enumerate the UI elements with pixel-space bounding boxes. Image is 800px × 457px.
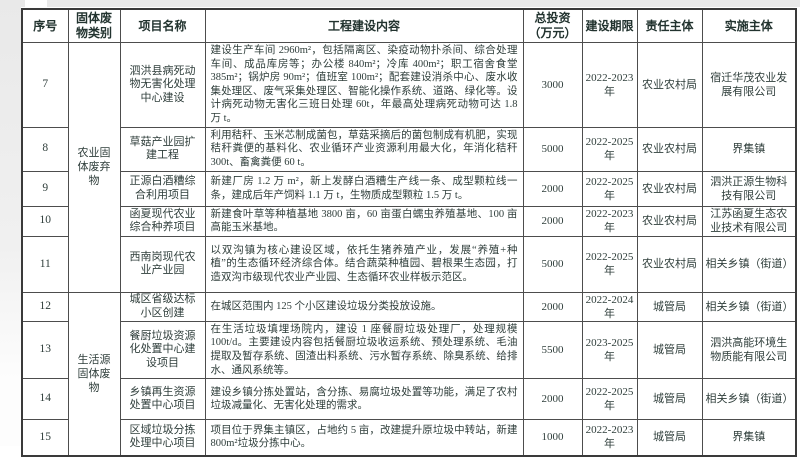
cell-implementer: 宿迁华茂农业发展有限公司 <box>701 42 797 128</box>
cell-period: 2023-2025 年 <box>581 320 638 380</box>
cell-period: 2022-2023 年 <box>581 205 638 237</box>
cell-no: 11 <box>21 235 69 293</box>
cell-project: 区域垃圾分拣处理中心项目 <box>119 419 206 457</box>
cell-no: 9 <box>21 170 69 207</box>
cell-no: 7 <box>21 42 69 128</box>
table-row: 8 草菇产业园扩建工程 利用秸秆、玉米芯制成菌包，草菇采摘后的菌包制成有机肥，实… <box>21 126 797 172</box>
cell-implementer: 相关乡镇（街道） <box>701 291 797 322</box>
cell-project: 乡镇再生资源处置中心项目 <box>119 378 206 421</box>
cell-period: 2022-2025 年 <box>581 378 638 421</box>
cell-content: 项目位于界集主镇区，占地约 5 亩，改建提升原垃圾中转站，新建 800m²垃圾分… <box>204 419 524 457</box>
cell-investment: 1000 <box>522 419 583 457</box>
cell-responsible: 城管局 <box>636 291 703 322</box>
page-left-margin <box>0 0 21 446</box>
cell-project: 草菇产业园扩建工程 <box>119 126 206 172</box>
table-row: 13 餐厨垃圾资源化处置中心建设项目 在生活垃圾填埋场院内，建设 1 座餐厨垃圾… <box>21 320 797 380</box>
page-top-notch <box>25 0 47 7</box>
cell-implementer: 相关乡镇（街道） <box>701 235 797 293</box>
cell-implementer: 相关乡镇（街道） <box>701 378 797 421</box>
cell-investment: 2000 <box>522 378 583 421</box>
cell-project: 西南岗现代农业产业园 <box>119 235 206 293</box>
cell-category-domestic: 生活源固体废物 <box>67 291 121 457</box>
cell-project: 城区省级达标小区创建 <box>119 291 206 322</box>
table-row: 15 区域垃圾分拣处理中心项目 项目位于界集主镇区，占地约 5 亩，改建提升原垃… <box>21 419 797 457</box>
cell-investment: 3000 <box>522 42 583 128</box>
cell-content: 利用秸秆、玉米芯制成菌包，草菇采摘后的菌包制成有机肥，实现秸秆粪便的基料化、农业… <box>204 126 524 172</box>
cell-no: 12 <box>21 291 69 322</box>
cell-period: 2022-2023 年 <box>581 419 638 457</box>
cell-period: 2022-2025 年 <box>581 126 638 172</box>
header-cell-project: 项目名称 <box>119 8 206 43</box>
cell-period: 2022-2023 年 <box>581 42 638 128</box>
header-cell-period: 建设期限 <box>581 8 638 43</box>
cell-implementer: 泗洪高能环境生物质能有限公司 <box>701 320 797 380</box>
table-row: 11 西南岗现代农业产业园 以双沟镇为核心建设区域，依托生猪养殖产业，发展“养殖… <box>21 235 797 293</box>
cell-investment: 5000 <box>522 235 583 293</box>
cell-content: 在生活垃圾填埋场院内，建设 1 座餐厨垃圾处理厂，处理规模 100t/d。主要建… <box>204 320 524 380</box>
cell-content: 以双沟镇为核心建设区域，依托生猪养殖产业，发展“养殖+种植”的生态循环经济综合体… <box>204 235 524 293</box>
cell-investment: 5500 <box>522 320 583 380</box>
cell-content: 建设生产车间 2960m²，包括隔离区、染疫动物扑杀间、综合处理车间、成品库房等… <box>204 42 524 128</box>
header-cell-investment: 总投资（万元） <box>522 8 583 43</box>
cell-no: 10 <box>21 205 69 237</box>
cell-period: 2022-2025 年 <box>581 235 638 293</box>
table-row: 12 生活源固体废物 城区省级达标小区创建 在城区范围内 125 个小区建设垃圾… <box>21 291 797 457</box>
table-header-row: 序号 固体废物类别 项目名称 工程建设内容 总投资（万元） 建设期限 责任主体 … <box>21 8 797 43</box>
cell-content: 新建厂房 1.2 万 m²，新上发酵白酒糟生产线一条、成型颗粒线一条，建成后年产… <box>204 170 524 207</box>
cell-investment: 2000 <box>522 205 583 237</box>
header-cell-no: 序号 <box>21 8 69 43</box>
cell-category-agricultural: 农业固体废弃物 <box>67 42 121 293</box>
table-row: 14 乡镇再生资源处置中心项目 建设乡镇分拣处置站，含分拣、易腐垃圾处置等功能，… <box>21 378 797 421</box>
cell-no: 15 <box>21 419 69 457</box>
cell-implementer: 界集镇 <box>701 126 797 172</box>
cell-responsible: 农业农村局 <box>636 126 703 172</box>
header-cell-responsible: 责任主体 <box>636 8 703 43</box>
cell-period: 2022-2025 年 <box>581 170 638 207</box>
table-row: 9 正源白酒糟综合利用项目 新建厂房 1.2 万 m²，新上发酵白酒糟生产线一条… <box>21 170 797 207</box>
cell-period: 2022-2024 年 <box>581 291 638 322</box>
cell-responsible: 城管局 <box>636 419 703 457</box>
cell-content: 建设乡镇分拣处置站，含分拣、易腐垃圾处置等功能，满足了农村垃圾减量化、无害化处理… <box>204 378 524 421</box>
cell-responsible: 城管局 <box>636 378 703 421</box>
table-row: 7 农业固体废弃物 泗洪县病死动物无害化处理中心建设 建设生产车间 2960m²… <box>21 42 797 293</box>
cell-implementer: 江苏函夏生态农业技术有限公司 <box>701 205 797 237</box>
cell-content: 新建食叶草等种植基地 3800 亩，60 亩蛋白蠕虫养殖基地、100 亩高能玉米… <box>204 205 524 237</box>
header-cell-category: 固体废物类别 <box>67 8 121 43</box>
cell-no: 14 <box>21 378 69 421</box>
header-cell-content: 工程建设内容 <box>204 8 524 43</box>
page-top-margin <box>0 0 800 7</box>
cell-content: 在城区范围内 125 个小区建设垃圾分类投放设施。 <box>204 291 524 322</box>
cell-no: 13 <box>21 320 69 380</box>
cell-project: 泗洪县病死动物无害化处理中心建设 <box>119 42 206 128</box>
cell-responsible: 农业农村局 <box>636 205 703 237</box>
cell-responsible: 农业农村局 <box>636 42 703 128</box>
cell-responsible: 城管局 <box>636 320 703 380</box>
header-cell-implementer: 实施主体 <box>701 8 797 43</box>
cell-project: 函夏现代农业综合种养项目 <box>119 205 206 237</box>
cell-project: 正源白酒糟综合利用项目 <box>119 170 206 207</box>
cell-investment: 2000 <box>522 170 583 207</box>
cell-responsible: 农业农村局 <box>636 170 703 207</box>
cell-investment: 2000 <box>522 291 583 322</box>
cell-responsible: 农业农村局 <box>636 235 703 293</box>
cell-implementer: 泗洪正源生物科技有限公司 <box>701 170 797 207</box>
cell-implementer: 界集镇 <box>701 419 797 457</box>
cell-project: 餐厨垃圾资源化处置中心建设项目 <box>119 320 206 380</box>
table-row: 10 函夏现代农业综合种养项目 新建食叶草等种植基地 3800 亩，60 亩蛋白… <box>21 205 797 237</box>
cell-investment: 5000 <box>522 126 583 172</box>
cell-no: 8 <box>21 126 69 172</box>
projects-table: 序号 固体废物类别 项目名称 工程建设内容 总投资（万元） 建设期限 责任主体 … <box>21 8 797 457</box>
